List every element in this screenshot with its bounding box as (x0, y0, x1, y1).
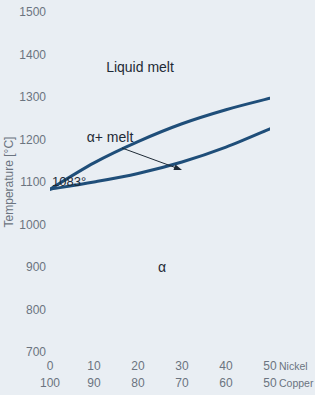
melting-point-label: 1083° (52, 174, 86, 189)
x2-axis-label: Copper (279, 377, 314, 389)
chart: 700800900100011001200130014001500Tempera… (0, 0, 315, 395)
x2-tick-label: 70 (175, 376, 189, 390)
x-tick-label: 10 (87, 359, 101, 373)
x2-tick-label: 90 (87, 376, 101, 390)
region-label: α+ melt (87, 129, 134, 145)
region-label: Liquid melt (106, 59, 174, 75)
x-tick-label: 0 (47, 359, 54, 373)
x-tick-label: 20 (131, 359, 145, 373)
phase-boundary-line (50, 129, 270, 189)
y-tick-label: 1000 (19, 218, 46, 232)
x2-tick-label: 60 (219, 376, 233, 390)
x2-tick-label: 50 (263, 376, 277, 390)
y-tick-label: 1500 (19, 5, 46, 19)
y-tick-label: 900 (26, 260, 46, 274)
annotation-arrow (122, 148, 176, 168)
x-tick-label: 30 (175, 359, 189, 373)
region-label: α (158, 259, 166, 275)
y-tick-label: 1200 (19, 133, 46, 147)
plot-area (50, 98, 270, 189)
y-tick-label: 700 (26, 345, 46, 359)
x2-tick-label: 80 (131, 376, 145, 390)
x-tick-label: 50 (263, 359, 277, 373)
x2-tick-label: 100 (40, 376, 60, 390)
phase-boundary-line (50, 98, 270, 189)
x-axis-label: Nickel (279, 360, 308, 372)
y-tick-label: 800 (26, 303, 46, 317)
y-axis-label: Temperature [°C] (2, 137, 16, 228)
y-tick-label: 1300 (19, 90, 46, 104)
y-tick-label: 1400 (19, 48, 46, 62)
annotation-arrowhead (173, 164, 182, 170)
y-tick-label: 1100 (20, 175, 46, 189)
background (0, 0, 315, 395)
x-tick-label: 40 (219, 359, 233, 373)
